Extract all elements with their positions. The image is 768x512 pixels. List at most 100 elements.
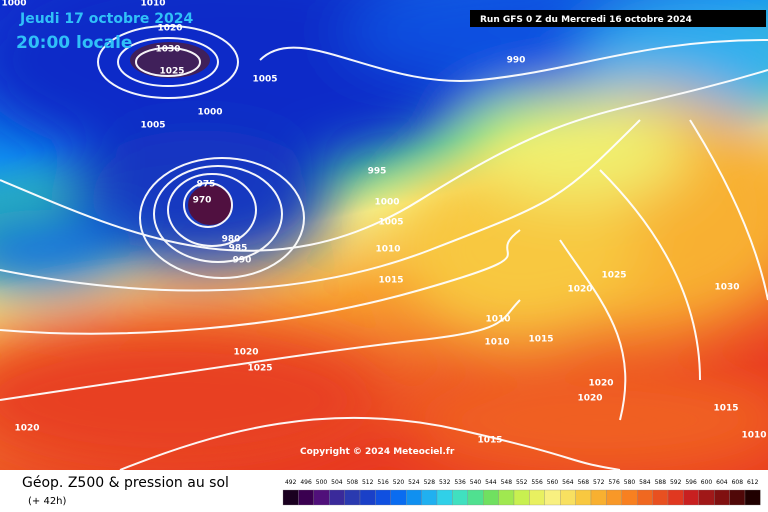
legend-label: 556 bbox=[531, 479, 543, 486]
legend-swatch bbox=[606, 489, 622, 506]
legend-label: 500 bbox=[316, 479, 328, 486]
legend-label: 516 bbox=[377, 479, 389, 486]
isobar-label: 1030 bbox=[155, 45, 180, 55]
isobar-label: 1000 bbox=[1, 0, 26, 9]
legend-label: 560 bbox=[547, 479, 559, 486]
legend-label: 492 bbox=[285, 479, 297, 486]
legend-label: 596 bbox=[685, 479, 697, 486]
legend-swatch bbox=[390, 489, 407, 506]
forecast-date: Jeudi 17 octobre 2024 bbox=[19, 11, 193, 27]
legend-label: 584 bbox=[639, 479, 651, 486]
legend: 492 496 500 504 508 512 516 520 524 528 532 536 540 5… bbox=[282, 479, 761, 506]
legend-label: 600 bbox=[701, 479, 713, 486]
legend-swatch bbox=[560, 489, 576, 506]
legend-swatch bbox=[298, 489, 314, 506]
legend-swatch bbox=[544, 489, 561, 506]
isobar-label: 1010 bbox=[741, 431, 766, 441]
legend-swatch bbox=[652, 489, 669, 506]
legend-swatch bbox=[313, 489, 330, 506]
legend-swatch bbox=[467, 489, 484, 506]
legend-label: 604 bbox=[716, 479, 728, 486]
legend-swatch bbox=[729, 489, 746, 506]
legend-label: 544 bbox=[485, 479, 497, 486]
legend-swatch bbox=[421, 489, 438, 506]
legend-swatch bbox=[452, 489, 468, 506]
legend-label: 580 bbox=[624, 479, 636, 486]
legend-swatch bbox=[529, 489, 545, 506]
legend-swatch bbox=[667, 489, 684, 506]
legend-label: 588 bbox=[655, 479, 667, 486]
map-field bbox=[0, 0, 768, 470]
legend-swatch bbox=[329, 489, 345, 506]
isobar-label: 1030 bbox=[714, 283, 739, 293]
run-info: Run GFS 0 Z du Mercredi 16 octobre 2024 bbox=[480, 15, 692, 25]
legend-swatch bbox=[375, 489, 391, 506]
isobar-label: 1010 bbox=[375, 245, 400, 255]
legend-swatch bbox=[406, 489, 422, 506]
isobar-label: 1020 bbox=[14, 424, 39, 434]
isobar-label: 975 bbox=[197, 180, 216, 190]
isobar-label: 1020 bbox=[577, 394, 602, 404]
isobar-label: 1020 bbox=[567, 285, 592, 295]
isobar-label: 1025 bbox=[601, 271, 626, 281]
isobar-label: 990 bbox=[233, 256, 252, 266]
legend-swatch bbox=[575, 489, 592, 506]
isobar-label: 1005 bbox=[252, 75, 277, 85]
isobar-label: 1000 bbox=[197, 108, 222, 118]
isobar-label: 1015 bbox=[713, 404, 738, 414]
legend-label: 548 bbox=[501, 479, 513, 486]
legend-label: 576 bbox=[608, 479, 620, 486]
legend-label: 536 bbox=[454, 479, 466, 486]
isobar-label: 1020 bbox=[157, 24, 182, 34]
legend-label: 568 bbox=[578, 479, 590, 486]
legend-label: 496 bbox=[300, 479, 312, 486]
isobar-label: 1010 bbox=[485, 315, 510, 325]
isobar-label: 1015 bbox=[528, 335, 553, 345]
legend-label: 572 bbox=[593, 479, 605, 486]
legend-swatch bbox=[714, 489, 730, 506]
isobar-label: 1025 bbox=[159, 67, 184, 77]
isobar-label: 1005 bbox=[378, 218, 403, 228]
isobar-label: 995 bbox=[368, 167, 387, 177]
legend-swatch bbox=[344, 489, 361, 506]
isobar-label: 1025 bbox=[247, 364, 272, 374]
footer-title: Géop. Z500 & pression au sol bbox=[22, 475, 229, 491]
legend-label: 608 bbox=[732, 479, 744, 486]
isobar-label: 1010 bbox=[140, 0, 165, 9]
legend-label: 520 bbox=[393, 479, 405, 486]
legend-swatch bbox=[282, 489, 299, 506]
isobar-label: 1000 bbox=[374, 198, 399, 208]
legend-label: 540 bbox=[470, 479, 482, 486]
legend-swatch bbox=[436, 489, 453, 506]
legend-swatch bbox=[683, 489, 699, 506]
legend-swatch bbox=[483, 489, 499, 506]
legend-label: 508 bbox=[347, 479, 359, 486]
isobar-label: 1020 bbox=[588, 379, 613, 389]
legend-label: 552 bbox=[516, 479, 528, 486]
isobar-label: 1020 bbox=[233, 348, 258, 358]
legend-label: 512 bbox=[362, 479, 374, 486]
isobar-label: 980 bbox=[222, 235, 241, 245]
legend-label: 612 bbox=[747, 479, 759, 486]
isobar-label: 1010 bbox=[484, 338, 509, 348]
legend-label: 592 bbox=[670, 479, 682, 486]
footer-lead: (+ 42h) bbox=[28, 496, 67, 507]
copyright: Copyright © 2024 Meteociel.fr bbox=[300, 447, 455, 457]
legend-swatch bbox=[637, 489, 653, 506]
legend-label: 504 bbox=[331, 479, 343, 486]
legend-swatch bbox=[498, 489, 515, 506]
isobar-labels: 1000 1010 1020 1030 1025 1005 1000 1005 990 995 97… bbox=[1, 0, 766, 446]
legend-label: 532 bbox=[439, 479, 451, 486]
legend-label: 524 bbox=[408, 479, 420, 486]
legend-swatch bbox=[621, 489, 638, 506]
isobar-label: 985 bbox=[229, 244, 248, 254]
legend-swatch bbox=[698, 489, 715, 506]
legend-label: 564 bbox=[562, 479, 574, 486]
isobar-label: 1005 bbox=[140, 121, 165, 131]
isobar-label: 990 bbox=[507, 56, 526, 66]
legend-swatch bbox=[744, 489, 761, 506]
isobar-label: 1015 bbox=[378, 276, 403, 286]
legend-swatch bbox=[590, 489, 607, 506]
legend-swatch bbox=[359, 489, 376, 506]
